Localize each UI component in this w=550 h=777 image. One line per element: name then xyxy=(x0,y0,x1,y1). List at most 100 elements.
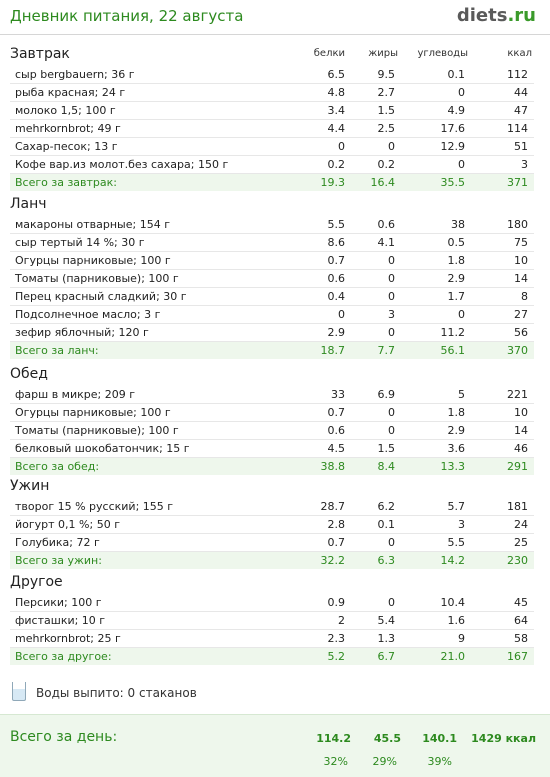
protein-value: 3.4 xyxy=(327,104,346,117)
food-row[interactable]: молоко 1,5; 100 г 3.4 1.5 4.9 47 xyxy=(10,102,534,120)
fat-value: 0 xyxy=(388,272,395,285)
kcal-value: 167 xyxy=(507,650,528,663)
section-title: Обед xyxy=(10,366,48,382)
kcal-value: 180 xyxy=(507,218,528,231)
fat-value: 0 xyxy=(388,140,395,153)
fat-value: 0.6 xyxy=(377,218,396,231)
kcal-value: 181 xyxy=(507,500,528,513)
food-row[interactable]: Подсолнечное масло; 3 г 0 3 0 27 xyxy=(10,306,534,324)
col-fat: жиры xyxy=(368,48,398,59)
carbs-value: 5.7 xyxy=(447,500,466,513)
kcal-value: 51 xyxy=(514,140,528,153)
protein-value: 33 xyxy=(331,388,345,401)
food-name: Огурцы парниковые; 100 г xyxy=(15,406,171,419)
protein-value: 2.9 xyxy=(327,326,346,339)
food-row[interactable]: Перец красный сладкий; 30 г 0.4 0 1.7 8 xyxy=(10,288,534,306)
kcal-value: 221 xyxy=(507,388,528,401)
food-name: Голубика; 72 г xyxy=(15,536,100,549)
total-label: Всего за ужин: xyxy=(15,554,102,567)
total-label: Всего за другое: xyxy=(15,650,112,663)
kcal-value: 114 xyxy=(507,122,528,135)
fat-value: 0 xyxy=(388,406,395,419)
protein-value: 4.5 xyxy=(327,442,346,455)
protein-value: 0.7 xyxy=(327,536,346,549)
food-row[interactable]: сыр тертый 14 %; 30 г 8.6 4.1 0.5 75 xyxy=(10,234,534,252)
col-protein: белки xyxy=(313,48,345,59)
kcal-value: 47 xyxy=(514,104,528,117)
section-title: Ужин xyxy=(10,478,50,494)
fat-value: 5.4 xyxy=(377,614,396,627)
carbs-value: 5 xyxy=(458,388,465,401)
fat-value: 0.2 xyxy=(377,158,396,171)
food-row[interactable]: белковый шокобатончик; 15 г 4.5 1.5 3.6 46 xyxy=(10,440,534,458)
food-row[interactable]: Сахар-песок; 13 г 0 0 12.9 51 xyxy=(10,138,534,156)
fat-value: 0 xyxy=(388,254,395,267)
kcal-value: 371 xyxy=(507,176,528,189)
site-logo[interactable]: diets.ru xyxy=(457,5,536,26)
page-title: Дневник питания, 22 августа xyxy=(10,7,244,25)
total-label: Всего за завтрак: xyxy=(15,176,118,189)
carbs-value: 4.9 xyxy=(447,104,466,117)
food-name: Томаты (парниковые); 100 г xyxy=(15,272,179,285)
carbs-value: 3 xyxy=(458,518,465,531)
fat-value: 4.1 xyxy=(377,236,396,249)
section-total-row: Всего за завтрак: 19.3 16.4 35.5 371 xyxy=(10,174,534,191)
water-text: Воды выпито: 0 стаканов xyxy=(36,686,197,700)
food-list: творог 15 % русский; 155 г 28.7 6.2 5.7 181 й… xyxy=(10,498,534,569)
section-total-row: Всего за ужин: 32.2 6.3 14.2 230 xyxy=(10,552,534,569)
kcal-value: 45 xyxy=(514,596,528,609)
protein-value: 32.2 xyxy=(320,554,346,567)
protein-value: 38.8 xyxy=(320,460,346,473)
section-total-row: Всего за обед: 38.8 8.4 13.3 291 xyxy=(10,458,534,475)
day-fat: 45.5 xyxy=(373,732,401,745)
carbs-value: 0 xyxy=(458,86,465,99)
food-row[interactable]: mehrkornbrot; 49 г 4.4 2.5 17.6 114 xyxy=(10,120,534,138)
food-name: йогурт 0,1 %; 50 г xyxy=(15,518,120,531)
day-kcal: 1429 ккал xyxy=(471,732,536,745)
food-name: Сахар-песок; 13 г xyxy=(15,140,118,153)
food-list: фарш в микре; 209 г 33 6.9 5 221 Огурцы парни… xyxy=(10,386,534,475)
carbs-value: 5.5 xyxy=(447,536,466,549)
food-row[interactable]: йогурт 0,1 %; 50 г 2.8 0.1 3 24 xyxy=(10,516,534,534)
food-name: Подсолнечное масло; 3 г xyxy=(15,308,161,321)
kcal-value: 58 xyxy=(514,632,528,645)
kcal-value: 44 xyxy=(514,86,528,99)
food-name: зефир яблочный; 120 г xyxy=(15,326,149,339)
fat-value: 0 xyxy=(388,596,395,609)
food-name: макароны отварные; 154 г xyxy=(15,218,170,231)
food-row[interactable]: Кофе вар.из молот.без сахара; 150 г 0.2 0.… xyxy=(10,156,534,174)
carbs-value: 0.1 xyxy=(447,68,466,81)
fat-value: 0 xyxy=(388,424,395,437)
carbs-value: 10.4 xyxy=(440,596,466,609)
fat-value: 0 xyxy=(388,290,395,303)
kcal-value: 25 xyxy=(514,536,528,549)
food-row[interactable]: Огурцы парниковые; 100 г 0.7 0 1.8 10 xyxy=(10,252,534,270)
food-row[interactable]: макароны отварные; 154 г 5.5 0.6 38 180 xyxy=(10,216,534,234)
carbs-value: 35.5 xyxy=(440,176,466,189)
food-row[interactable]: фарш в микре; 209 г 33 6.9 5 221 xyxy=(10,386,534,404)
protein-value: 0.9 xyxy=(327,596,346,609)
carbs-value: 13.3 xyxy=(440,460,466,473)
food-row[interactable]: рыба красная; 24 г 4.8 2.7 0 44 xyxy=(10,84,534,102)
food-row[interactable]: Голубика; 72 г 0.7 0 5.5 25 xyxy=(10,534,534,552)
food-name: рыба красная; 24 г xyxy=(15,86,126,99)
food-row[interactable]: фисташки; 10 г 2 5.4 1.6 64 xyxy=(10,612,534,630)
food-row[interactable]: зефир яблочный; 120 г 2.9 0 11.2 56 xyxy=(10,324,534,342)
food-row[interactable]: сыр bergbauern; 36 г 6.5 9.5 0.1 112 xyxy=(10,66,534,84)
fat-value: 6.2 xyxy=(377,500,396,513)
food-row[interactable]: mehrkornbrot; 25 г 2.3 1.3 9 58 xyxy=(10,630,534,648)
food-row[interactable]: Огурцы парниковые; 100 г 0.7 0 1.8 10 xyxy=(10,404,534,422)
protein-value: 0.6 xyxy=(327,424,346,437)
fat-value: 1.5 xyxy=(377,104,396,117)
day-protein-pct: 32% xyxy=(323,755,348,768)
food-row[interactable]: творог 15 % русский; 155 г 28.7 6.2 5.7 181 xyxy=(10,498,534,516)
fat-value: 6.9 xyxy=(377,388,396,401)
carbs-value: 3.6 xyxy=(447,442,466,455)
food-row[interactable]: Томаты (парниковые); 100 г 0.6 0 2.9 14 xyxy=(10,270,534,288)
food-row[interactable]: Персики; 100 г 0.9 0 10.4 45 xyxy=(10,594,534,612)
day-total-label: Всего за день: xyxy=(10,729,118,745)
section-title: Ланч xyxy=(10,196,47,212)
food-name: белковый шокобатончик; 15 г xyxy=(15,442,190,455)
food-row[interactable]: Томаты (парниковые); 100 г 0.6 0 2.9 14 xyxy=(10,422,534,440)
day-summary: Всего за день: 114.2 45.5 140.1 1429 кка… xyxy=(0,714,550,777)
